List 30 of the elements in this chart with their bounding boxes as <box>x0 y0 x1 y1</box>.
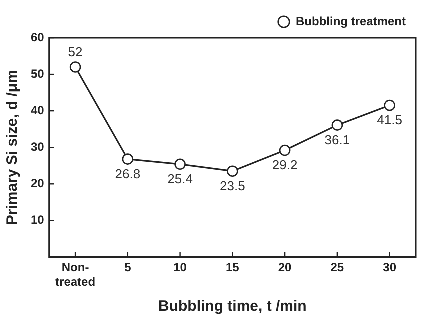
x-tick-label: 10 <box>174 260 188 275</box>
point <box>227 166 238 177</box>
point <box>332 120 344 131</box>
x-tick-label: 15 <box>226 260 240 275</box>
point <box>70 62 82 73</box>
y-tick-label: 60 <box>30 30 45 44</box>
x-axis-title: Bubbling time, t /min <box>158 298 307 316</box>
data-label: 52 <box>68 44 83 60</box>
x-tick-label: 25 <box>330 260 344 275</box>
y-tick-label: 10 <box>30 212 45 227</box>
data-label: 29.2 <box>272 158 298 173</box>
x-tick-label: 5 <box>124 260 132 275</box>
legend-label: Bubbling treatment <box>296 14 406 28</box>
data-label: 41.5 <box>377 112 402 128</box>
y-axis-title: Primary Si size, d /μm <box>4 70 22 226</box>
point <box>174 158 186 170</box>
point <box>384 100 396 112</box>
x-tick-label: Non-treated <box>56 260 96 290</box>
y-tick-label: 30 <box>30 140 45 154</box>
point <box>122 154 134 165</box>
data-label: 23.5 <box>220 178 246 194</box>
y-tick-label: 50 <box>30 66 45 81</box>
y-tick-label: 40 <box>30 103 45 118</box>
data-label: 25.4 <box>168 171 193 186</box>
point <box>279 144 291 156</box>
x-tick-label: 30 <box>383 260 397 275</box>
data-label: 36.1 <box>324 132 350 148</box>
y-tick-label: 20 <box>30 176 45 190</box>
x-tick-label: 20 <box>278 260 292 275</box>
data-label: 26.8 <box>115 166 141 182</box>
